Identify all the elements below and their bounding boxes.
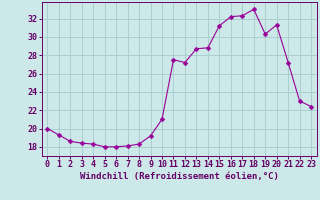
X-axis label: Windchill (Refroidissement éolien,°C): Windchill (Refroidissement éolien,°C) [80, 172, 279, 181]
